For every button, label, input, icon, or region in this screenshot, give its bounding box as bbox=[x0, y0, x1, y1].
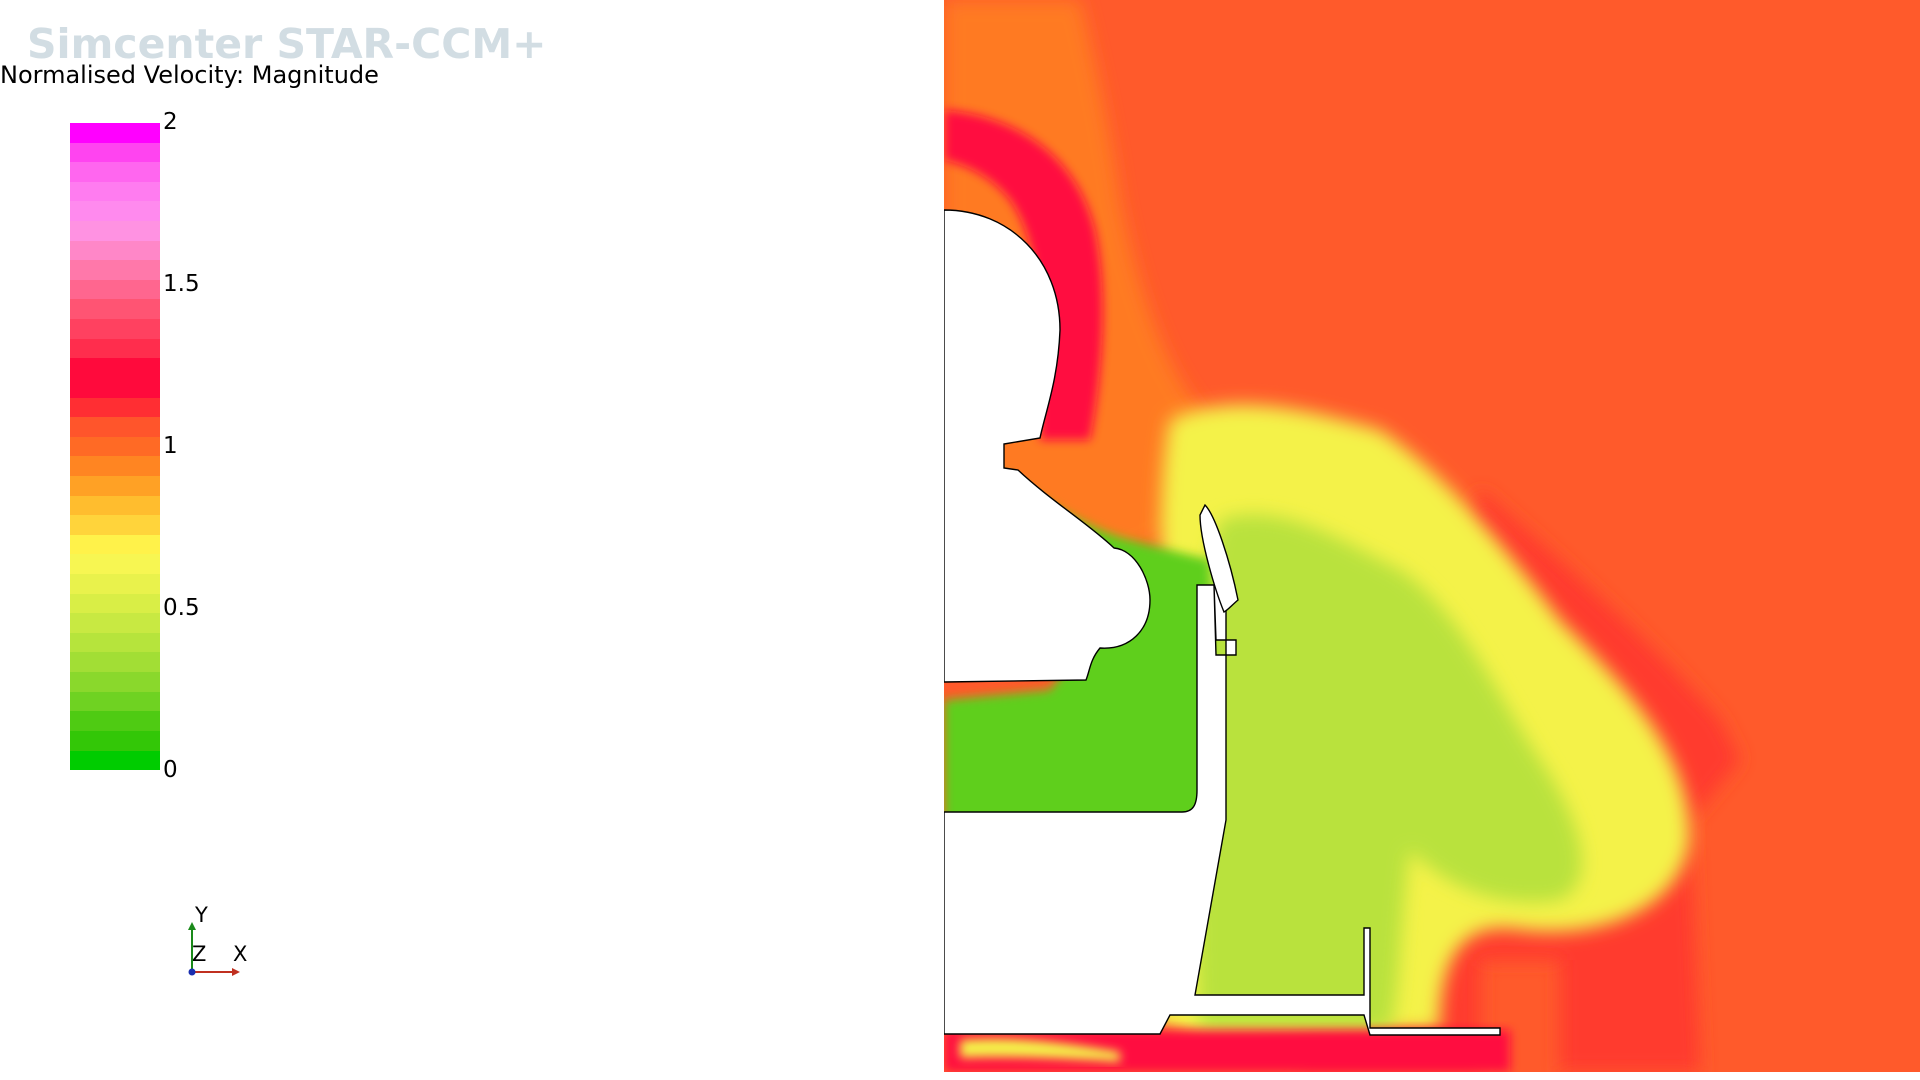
color-bar-band bbox=[70, 652, 160, 673]
color-bar-band bbox=[70, 260, 160, 280]
light-green-core bbox=[1195, 514, 1582, 1030]
color-bar-band bbox=[70, 613, 160, 633]
color-bar-band bbox=[70, 279, 160, 300]
color-bar-band bbox=[70, 338, 160, 359]
color-bar-band bbox=[70, 456, 160, 476]
color-bar-band bbox=[70, 221, 160, 241]
legend-tick-1-5: 1.5 bbox=[163, 271, 200, 297]
red-acceleration-region bbox=[944, 110, 1103, 440]
color-bar-band bbox=[70, 377, 160, 398]
floor-gap-low-speed bbox=[960, 1038, 1120, 1062]
color-bar-band bbox=[70, 691, 160, 712]
color-bar-band bbox=[70, 515, 160, 535]
color-bar-band bbox=[70, 711, 160, 731]
color-bar-band bbox=[70, 574, 160, 594]
triad-y-label: Y bbox=[195, 903, 208, 927]
color-bar-band bbox=[70, 123, 160, 143]
color-bar-band bbox=[70, 397, 160, 418]
color-bar-band bbox=[70, 358, 160, 378]
color-bar-band bbox=[70, 181, 160, 202]
color-bar-band bbox=[70, 319, 160, 339]
axis-triad[interactable]: Y Z X bbox=[170, 900, 260, 980]
legend-tick-min: 0 bbox=[163, 757, 178, 783]
triad-z-label: Z bbox=[192, 942, 207, 966]
color-bar-band bbox=[70, 495, 160, 516]
legend-tick-0-5: 0.5 bbox=[163, 595, 200, 621]
color-bar-band bbox=[70, 475, 160, 496]
color-bar-band bbox=[70, 436, 160, 457]
color-bar[interactable] bbox=[70, 123, 160, 771]
color-bar-band bbox=[70, 162, 160, 182]
color-bar-band bbox=[70, 672, 160, 692]
axis-triad-icon bbox=[188, 922, 240, 976]
color-bar-band bbox=[70, 201, 160, 222]
app-watermark: Simcenter STAR-CCM+ bbox=[27, 20, 547, 68]
color-bar-band bbox=[70, 632, 160, 653]
color-bar-band bbox=[70, 299, 160, 320]
color-bar-band bbox=[70, 142, 160, 163]
scalar-scene[interactable] bbox=[944, 0, 1920, 1080]
blade-geometry bbox=[1199, 503, 1239, 613]
legend-tick-max: 2 bbox=[163, 109, 178, 135]
bodywork-geometry bbox=[944, 209, 1151, 683]
color-bar-band bbox=[70, 554, 160, 575]
color-bar-band bbox=[70, 593, 160, 614]
legend-tick-1: 1 bbox=[163, 433, 178, 459]
color-bar-band bbox=[70, 534, 160, 555]
color-bar-band bbox=[70, 240, 160, 261]
triad-x-label: X bbox=[233, 942, 248, 966]
floor-gap-region bbox=[944, 1030, 1510, 1072]
legend-title: Normalised Velocity: Magnitude bbox=[0, 61, 379, 89]
color-bar-band bbox=[70, 750, 160, 771]
color-bar-band bbox=[70, 417, 160, 437]
lower-bodywork-geometry bbox=[944, 579, 1501, 1036]
velocity-contour-plot bbox=[944, 0, 1920, 1072]
color-bar-band bbox=[70, 730, 160, 751]
